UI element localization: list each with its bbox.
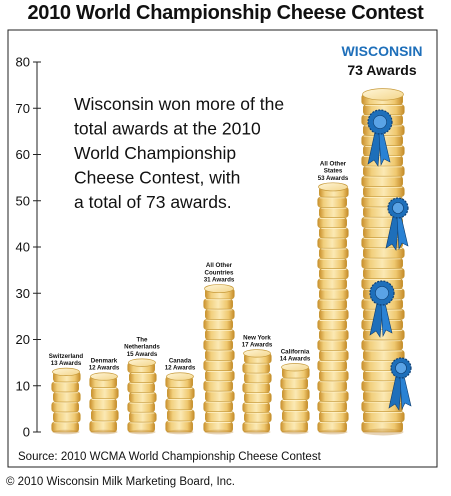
bar-canada xyxy=(165,372,195,435)
category-label: All Other xyxy=(206,262,233,269)
bar-all-other-states xyxy=(317,182,349,435)
category-label: 17 Awards xyxy=(242,342,273,349)
annotation-line: Cheese Contest, with xyxy=(74,168,240,188)
highlight-state: WISCONSIN xyxy=(342,43,423,59)
annotation: Wisconsin won more of the total awards at… xyxy=(74,94,284,212)
y-tick-label: 50 xyxy=(16,193,30,208)
y-tick-label: 40 xyxy=(16,240,30,255)
y-tick-label: 80 xyxy=(16,55,30,70)
wisconsin-highlight: WISCONSIN 73 Awards xyxy=(342,43,423,78)
bar-california xyxy=(280,363,310,435)
category-label: 53 Awards xyxy=(318,175,349,182)
highlight-count: 73 Awards xyxy=(347,62,416,78)
category-label: California xyxy=(281,348,310,355)
bar-new-york xyxy=(242,349,272,435)
ribbon-icon xyxy=(367,109,393,167)
y-axis: 0 10 20 30 40 50 60 70 80 xyxy=(16,55,41,440)
annotation-line: Wisconsin won more of the xyxy=(74,94,284,114)
ribbon-icon xyxy=(388,357,412,411)
source-note: Source: 2010 WCMA World Championship Che… xyxy=(18,451,321,463)
chart-title: 2010 World Championship Cheese Contest xyxy=(27,2,424,24)
category-label: Countries xyxy=(205,269,234,276)
category-label: Switzerland xyxy=(49,353,84,360)
chart-frame xyxy=(7,29,438,468)
bars xyxy=(51,88,412,436)
annotation-line: a total of 73 awards. xyxy=(74,192,232,212)
y-tick-label: 60 xyxy=(16,147,30,162)
category-label: 14 Awards xyxy=(280,355,311,362)
copyright-note: © 2010 Wisconsin Milk Marketing Board, I… xyxy=(6,476,235,488)
category-label: 13 Awards xyxy=(51,360,82,367)
y-tick-label: 70 xyxy=(16,101,30,116)
category-label: Canada xyxy=(169,358,192,365)
category-label: The xyxy=(136,336,148,343)
bar-denmark xyxy=(89,372,119,435)
category-label: 15 Awards xyxy=(127,351,158,358)
category-label: 12 Awards xyxy=(89,365,120,372)
category-label: Denmark xyxy=(91,358,118,365)
category-label: States xyxy=(324,168,343,175)
ribbon-icon xyxy=(385,197,409,251)
y-tick-label: 20 xyxy=(16,332,30,347)
ribbon-icon xyxy=(369,280,395,338)
y-tick-label: 30 xyxy=(16,286,30,301)
category-label: New York xyxy=(243,334,271,341)
category-label: 31 Awards xyxy=(204,277,235,284)
bar-switzerland xyxy=(51,367,81,435)
bar-the-netherlands xyxy=(127,358,157,435)
category-label: All Other xyxy=(320,160,347,167)
y-tick-label: 10 xyxy=(16,378,30,393)
category-label: Netherlands xyxy=(124,344,160,351)
annotation-line: total awards at the 2010 xyxy=(74,119,261,139)
annotation-line: World Championship xyxy=(74,143,236,163)
bar-all-other-countries xyxy=(203,284,235,435)
category-label: 12 Awards xyxy=(165,365,196,372)
y-tick-label: 0 xyxy=(23,425,30,440)
